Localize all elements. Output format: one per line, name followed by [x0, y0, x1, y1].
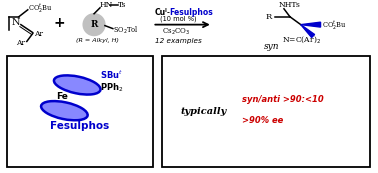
Text: -: - — [166, 10, 169, 16]
Text: N=C(Ar)$_2$: N=C(Ar)$_2$ — [282, 34, 321, 45]
Polygon shape — [301, 25, 314, 38]
Text: Fe: Fe — [56, 92, 68, 101]
Text: HN: HN — [100, 1, 113, 9]
Text: >90% ee: >90% ee — [242, 116, 284, 125]
Text: N: N — [12, 18, 20, 27]
Text: syn: syn — [264, 42, 280, 51]
Text: R: R — [266, 13, 272, 21]
FancyArrowPatch shape — [155, 22, 208, 27]
Text: SBu$^t$: SBu$^t$ — [100, 69, 123, 81]
Text: Ts: Ts — [118, 1, 126, 9]
Text: Ar: Ar — [16, 39, 25, 47]
Text: +: + — [54, 16, 65, 30]
Bar — [7, 56, 153, 167]
Ellipse shape — [54, 75, 101, 95]
Polygon shape — [301, 22, 321, 27]
Circle shape — [83, 14, 105, 35]
Text: Fesulphos: Fesulphos — [50, 121, 109, 130]
Text: R: R — [90, 20, 98, 29]
Text: syn/anti >90:<10: syn/anti >90:<10 — [242, 95, 324, 104]
Text: (10 mol %): (10 mol %) — [160, 15, 197, 22]
Text: Cs$_2$CO$_3$: Cs$_2$CO$_3$ — [162, 26, 191, 37]
Text: typically: typically — [180, 107, 226, 116]
Text: Fesulphos: Fesulphos — [169, 8, 213, 17]
Text: Cu: Cu — [154, 8, 166, 17]
Bar — [162, 56, 370, 167]
Text: I: I — [164, 8, 166, 13]
Text: CO$_2^t$Bu: CO$_2^t$Bu — [28, 1, 53, 14]
Ellipse shape — [41, 101, 88, 120]
Text: 12 examples: 12 examples — [155, 38, 202, 44]
Text: SO$_2$Tol: SO$_2$Tol — [113, 25, 138, 36]
Text: NHTs: NHTs — [279, 1, 301, 9]
Text: (R = Alkyl, H): (R = Alkyl, H) — [76, 38, 119, 43]
Text: CO$_2^t$Bu: CO$_2^t$Bu — [322, 18, 346, 31]
Text: Ar: Ar — [34, 30, 43, 38]
Text: PPh$_2$: PPh$_2$ — [100, 82, 124, 94]
